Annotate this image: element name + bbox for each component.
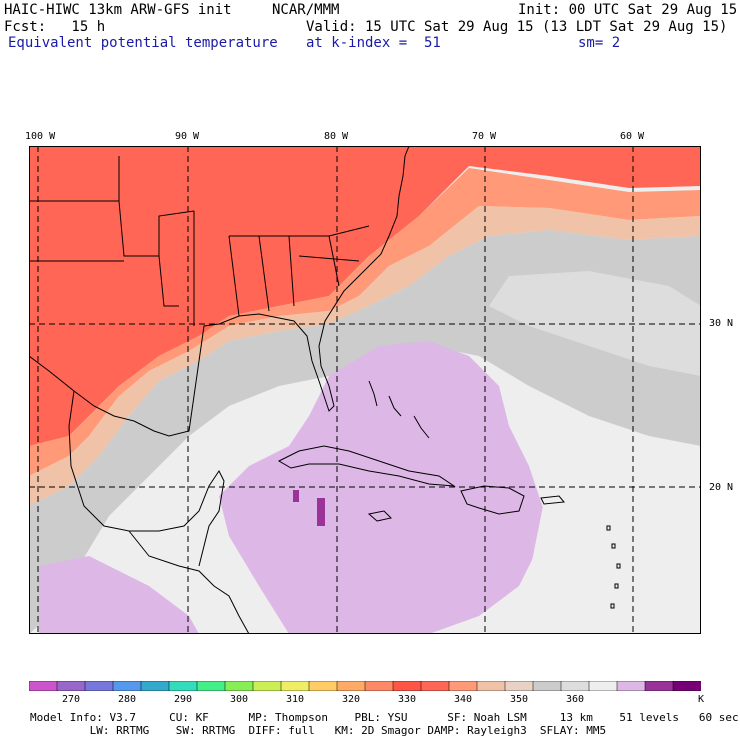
island-antilles-3 [616, 563, 621, 569]
colorbar-tick-label: 290 [174, 694, 193, 705]
lon-label-100w: 100 W [25, 131, 56, 142]
shade-lavender-west [39, 556, 199, 634]
header-init: Init: 00 UTC Sat 29 Aug 15 [518, 2, 738, 18]
smoothing-label: sm= 2 [578, 35, 621, 51]
field-name: Equivalent potential temperature [8, 35, 278, 51]
colorbar-swatch [532, 681, 562, 691]
colorbar-swatch [196, 681, 226, 691]
colorbar-swatch [616, 681, 646, 691]
colorbar-swatch [448, 681, 478, 691]
island-antilles-2 [611, 543, 616, 549]
colorbar-tick-label: 330 [398, 694, 417, 705]
colorbar-tick-label: 350 [510, 694, 529, 705]
lon-label-90w: 90 W [175, 131, 200, 142]
shade-salmon-north [29, 168, 701, 476]
island-antilles-5 [610, 603, 615, 609]
footer-physics: LW: RRTMG SW: RRTMG DIFF: full KM: 2D Sm… [30, 724, 607, 737]
state-lines [29, 156, 370, 326]
header-valid: Valid: 15 UTC Sat 29 Aug 15 (13 LDT Sat … [306, 19, 728, 35]
colorbar-swatch [112, 681, 142, 691]
coast-puerto-rico [540, 495, 565, 505]
colorbar-swatch [84, 681, 114, 691]
colorbar-swatch [140, 681, 170, 691]
lat-label-30n: 30 N [709, 318, 734, 329]
colorbar-unit: K [698, 694, 705, 705]
colorbar-swatch [308, 681, 338, 691]
colorbar-tick-label: 300 [230, 694, 249, 705]
coast-bahamas-2 [388, 395, 402, 417]
colorbar-swatch [364, 681, 394, 691]
colorbar-swatch [504, 681, 534, 691]
colorbar-swatch [280, 681, 310, 691]
header-org: NCAR/MMM [272, 2, 340, 18]
colorbar [29, 681, 701, 691]
shade-purple-spot [317, 498, 325, 526]
coast-us-gulf [29, 146, 410, 437]
lon-label-60w: 60 W [620, 131, 645, 142]
colorbar-swatch [224, 681, 254, 691]
colorbar-swatch [392, 681, 422, 691]
colorbar-swatch [560, 681, 590, 691]
coast-jamaica [367, 510, 393, 522]
island-antilles-4 [614, 583, 619, 589]
colorbar-swatch [476, 681, 506, 691]
coast-mexico [68, 390, 225, 567]
island-antilles-1 [606, 525, 611, 531]
colorbar-swatch [420, 681, 450, 691]
lon-label-70w: 70 W [472, 131, 497, 142]
coast-cuba [277, 445, 456, 487]
coast-bahamas-1 [368, 380, 378, 407]
colorbar-tick-label: 270 [62, 694, 81, 705]
colorbar-swatch [336, 681, 366, 691]
theta-e-map [29, 146, 701, 634]
shade-peach-north [29, 206, 701, 506]
colorbar-tick-label: 320 [342, 694, 361, 705]
header-title: HAIC-HIWC 13km ARW-GFS init [4, 2, 232, 18]
colorbar-swatch [644, 681, 674, 691]
colorbar-tick-label: 340 [454, 694, 473, 705]
colorbar-tick-label: 280 [118, 694, 137, 705]
shade-warm-north [29, 146, 701, 446]
colorbar-tick-label: 310 [286, 694, 305, 705]
colorbar-swatch [29, 681, 58, 691]
footer-model-info: Model Info: V3.7 CU: KF MP: Thompson PBL… [30, 711, 739, 724]
shade-grey-mid [29, 230, 701, 634]
colorbar-swatch [588, 681, 618, 691]
colorbar-swatch [56, 681, 86, 691]
colorbar-swatch [252, 681, 282, 691]
shade-white-east [509, 466, 701, 634]
colorbar-tick-label: 360 [566, 694, 585, 705]
lat-label-20n: 20 N [709, 482, 734, 493]
level-label: at k-index = 51 [306, 35, 441, 51]
coast-central-america [128, 530, 250, 634]
colorbar-swatch [168, 681, 198, 691]
map-border [29, 146, 701, 634]
colorbar-swatch [672, 681, 701, 691]
header-forecast: Fcst: 15 h [4, 19, 106, 35]
shade-purple-spot-2 [293, 490, 299, 502]
lon-label-80w: 80 W [324, 131, 349, 142]
coast-bahamas-3 [413, 415, 430, 439]
